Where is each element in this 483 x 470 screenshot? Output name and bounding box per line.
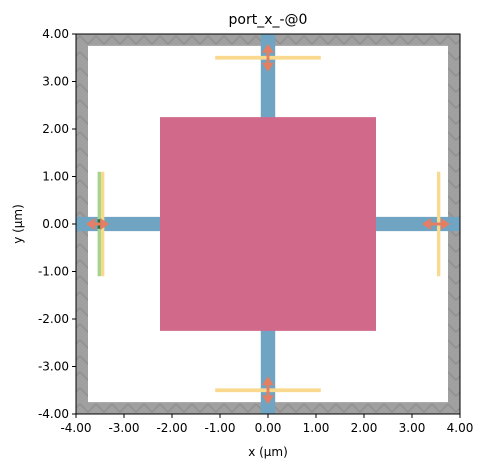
arrow-bottom-port-b-head — [262, 395, 274, 405]
y-tick-label: 2.00 — [42, 122, 69, 136]
y-tick-label: -4.00 — [38, 407, 69, 421]
arrow-right-port-b — [436, 218, 450, 230]
y-axis-ticks: -4.00 -3.00 -2.00 -1.00 0.00 1.00 2.00 3.00 4.00 — [38, 27, 76, 421]
y-tick-label: -1.00 — [38, 265, 69, 279]
arrow-top-port-b-head — [262, 43, 274, 53]
x-tick-label: -4.00 — [60, 421, 91, 435]
x-tick-label: 4.00 — [447, 421, 474, 435]
x-tick-label: -1.00 — [204, 421, 235, 435]
x-tick-label: 1.00 — [303, 421, 330, 435]
arrow-top-port-b — [262, 43, 274, 58]
x-tick-label: 0.00 — [255, 421, 282, 435]
x-tick-label: 3.00 — [399, 421, 426, 435]
arrow-bottom-port-head — [262, 376, 274, 386]
structures-layer — [76, 34, 460, 414]
arrow-left-port-b — [86, 218, 100, 230]
y-tick-label: 0.00 — [42, 217, 69, 231]
arrow-top-port — [262, 57, 274, 72]
arrow-right-port-b-head — [441, 218, 450, 230]
center-box — [160, 117, 376, 331]
y-tick-label: -3.00 — [38, 360, 69, 374]
arrow-top-port-head — [262, 62, 274, 72]
arrow-left-port-head — [100, 218, 110, 230]
y-tick-label: 4.00 — [42, 27, 69, 41]
x-tick-label: 2.00 — [351, 421, 378, 435]
x-axis-ticks: -4.00 -3.00 -2.00 -1.00 0.00 1.00 2.00 3.00 4.00 — [60, 414, 473, 435]
arrow-right-port — [422, 218, 436, 230]
axes-area — [75, 33, 461, 415]
x-tick-label: -3.00 — [108, 421, 139, 435]
y-axis-label: y (µm) — [11, 204, 25, 244]
arrow-right-port-head — [422, 218, 431, 230]
chart-title: port_x_-@0 — [229, 12, 308, 28]
y-tick-label: 3.00 — [42, 75, 69, 89]
arrow-left-port-b-head — [86, 218, 95, 230]
arrow-bottom-port-b — [262, 390, 274, 405]
y-tick-label: 1.00 — [42, 170, 69, 184]
y-tick-label: -2.00 — [38, 312, 69, 326]
x-axis-label: x (µm) — [248, 445, 288, 459]
arrow-bottom-port — [262, 376, 274, 391]
x-tick-label: -2.00 — [156, 421, 187, 435]
